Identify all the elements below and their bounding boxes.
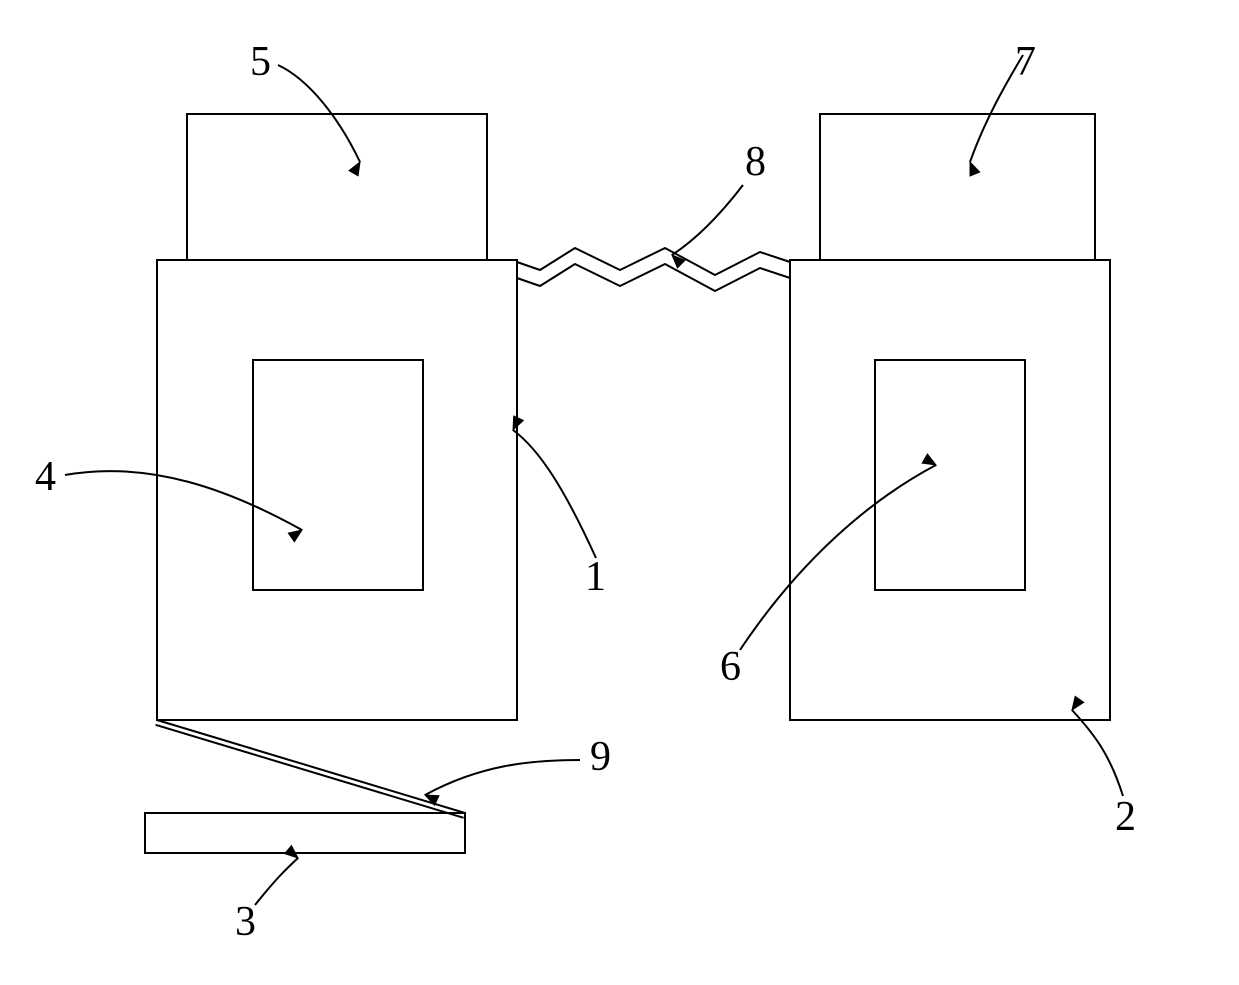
label-2: 2 [1115, 794, 1136, 840]
wave-8-top [517, 248, 790, 275]
callout-c1-leader [513, 430, 596, 558]
box-5-top [187, 114, 487, 260]
box-7-top [820, 114, 1095, 260]
ramp-9-line-a [157, 720, 465, 813]
callout-c7-arrow [970, 162, 980, 176]
ramp-9-line-b [156, 725, 464, 818]
callout-c8-leader [672, 185, 743, 255]
label-8: 8 [745, 139, 766, 185]
callout-c3-leader [255, 858, 298, 905]
box-4-inner [253, 360, 423, 590]
wave-8-bot [517, 264, 790, 291]
callout-c9-leader [425, 760, 580, 795]
box-1 [157, 260, 517, 720]
callout-c4-leader [65, 471, 302, 530]
callout-c2-leader [1072, 710, 1123, 796]
callout-c1-arrow [513, 416, 523, 430]
label-3: 3 [235, 899, 256, 945]
box-2 [790, 260, 1110, 720]
label-7: 7 [1015, 39, 1036, 85]
label-4: 4 [35, 454, 56, 500]
callout-c2-arrow [1072, 696, 1084, 710]
box-6-inner [875, 360, 1025, 590]
label-9: 9 [590, 734, 611, 780]
box-3-base [145, 813, 465, 853]
callout-c6-leader [740, 465, 936, 650]
callout-c6-arrow [922, 454, 936, 465]
label-1: 1 [585, 554, 606, 600]
callout-c5-arrow [349, 162, 360, 176]
label-5: 5 [250, 39, 271, 85]
callout-c3-arrow [285, 846, 298, 858]
callout-c4-arrow [288, 530, 302, 542]
label-6: 6 [720, 644, 741, 690]
